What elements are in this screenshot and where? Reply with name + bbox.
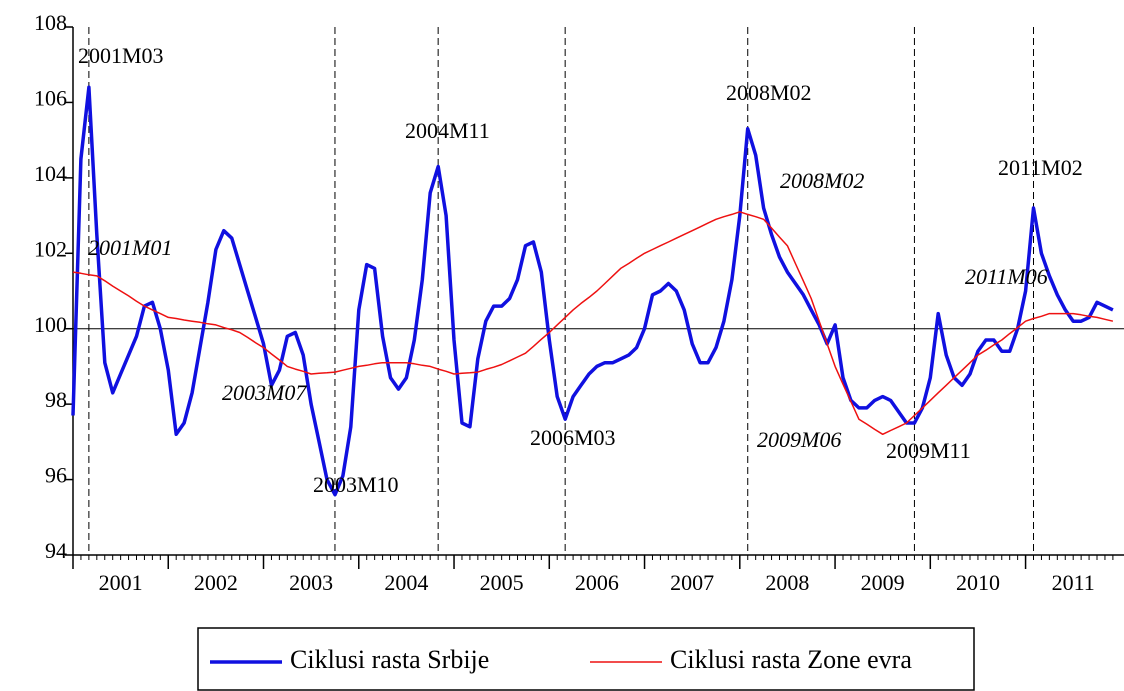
x-tick-label: 2007	[670, 570, 714, 595]
annotation: 2011M02	[998, 155, 1083, 180]
legend-label: Ciklusi rasta Srbije	[290, 645, 489, 674]
annotation: 2008M02	[726, 80, 812, 105]
legend-box	[197, 627, 975, 691]
y-tick-label: 98	[45, 387, 67, 412]
series-line	[72, 211, 1114, 436]
annotation: 2001M01	[88, 235, 172, 260]
x-tick-label: 2011	[1052, 570, 1095, 595]
y-tick-label: 96	[45, 463, 67, 488]
x-tick-label: 2004	[384, 570, 428, 595]
y-tick-label: 100	[34, 312, 67, 337]
annotation: 2006M03	[530, 425, 616, 450]
annotation: 2008M02	[780, 168, 864, 193]
annotation: 2011M06	[965, 264, 1048, 289]
annotation: 2003M10	[313, 472, 399, 497]
x-tick-label: 2001	[99, 570, 143, 595]
x-tick-label: 2005	[480, 570, 524, 595]
annotation: 2001M03	[78, 43, 164, 68]
annotation: 2004M11	[405, 118, 490, 143]
x-tick-label: 2010	[956, 570, 1000, 595]
x-tick-label: 2009	[861, 570, 905, 595]
x-tick-label: 2002	[194, 570, 238, 595]
x-tick-label: 2008	[765, 570, 809, 595]
x-tick-label: 2006	[575, 570, 619, 595]
x-tick-label: 2003	[289, 570, 333, 595]
y-tick-label: 106	[34, 85, 67, 110]
y-tick-label: 94	[45, 538, 67, 563]
series-line	[71, 85, 1114, 497]
annotation: 2009M11	[886, 438, 971, 463]
y-tick-label: 104	[34, 161, 67, 186]
y-tick-label: 102	[34, 236, 67, 261]
annotation: 2009M06	[757, 427, 841, 452]
legend-label: Ciklusi rasta Zone evra	[670, 645, 912, 674]
y-tick-label: 108	[34, 10, 67, 35]
annotation: 2003M07	[222, 380, 307, 405]
